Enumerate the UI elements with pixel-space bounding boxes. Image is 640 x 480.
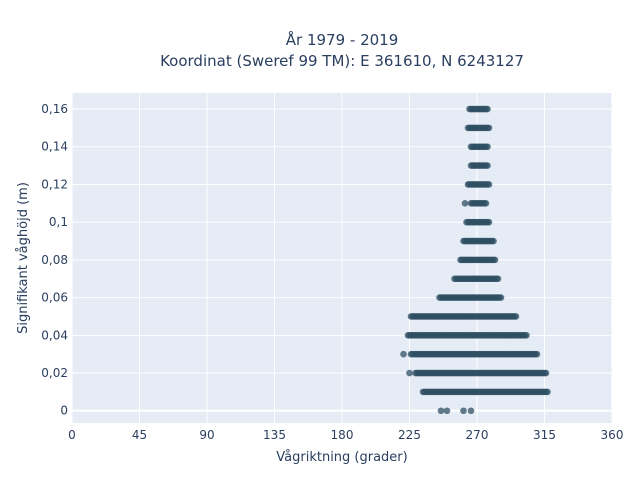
data-point <box>544 388 551 396</box>
data-point <box>485 181 493 188</box>
chart-title-line-1: År 1979 - 2019 <box>286 30 399 49</box>
data-point <box>461 200 469 207</box>
data-point <box>512 313 520 320</box>
y-tick-label: 0,04 <box>41 328 68 342</box>
data-point <box>467 407 475 415</box>
data-point <box>490 237 497 245</box>
y-tick-label: 0,06 <box>41 291 68 305</box>
x-tick-label: 180 <box>331 428 354 442</box>
data-point <box>485 124 493 132</box>
y-tick-label: 0,08 <box>41 253 68 267</box>
x-tick-label: 270 <box>466 428 489 442</box>
y-axis-title: Signifikant våghöjd (m) <box>16 182 31 334</box>
y-tick-label: 0,02 <box>41 366 68 380</box>
chart-title-line-2: Koordinat (Sweref 99 TM): E 361610, N 62… <box>160 52 524 70</box>
x-tick-label: 45 <box>132 428 147 442</box>
y-tick-label: 0,14 <box>41 140 68 154</box>
data-point <box>484 162 491 169</box>
data-point <box>523 332 530 339</box>
y-tick-label: 0,1 <box>49 215 68 229</box>
x-axis-ticks: 0 45 90 135 180 225 270 315 360 <box>68 428 623 442</box>
data-point <box>485 218 493 226</box>
data-point <box>542 369 550 377</box>
data-point <box>437 407 445 415</box>
data-point <box>482 200 490 207</box>
y-tick-label: 0 <box>60 404 68 418</box>
data-point <box>494 275 502 283</box>
data-point <box>400 350 407 358</box>
x-tick-label: 315 <box>533 428 556 442</box>
x-tick-label: 90 <box>199 428 214 442</box>
y-tick-label: 0,16 <box>41 102 68 116</box>
data-point <box>443 407 451 415</box>
y-axis-ticks: 0 0,02 0,04 0,06 0,08 0,1 0,12 0,14 0,16 <box>41 102 68 418</box>
data-point <box>484 105 491 113</box>
data-point <box>491 256 499 264</box>
data-point <box>497 294 505 301</box>
data-points <box>400 105 551 415</box>
x-tick-label: 0 <box>68 428 76 442</box>
x-axis-title: Vågriktning (grader) <box>276 450 407 465</box>
data-point <box>406 369 413 377</box>
y-tick-label: 0,12 <box>41 177 68 191</box>
data-point <box>484 143 491 151</box>
data-point <box>460 407 467 415</box>
x-tick-label: 135 <box>263 428 286 442</box>
x-tick-label: 225 <box>398 428 421 442</box>
x-tick-label: 360 <box>601 428 624 442</box>
data-point <box>533 350 541 358</box>
